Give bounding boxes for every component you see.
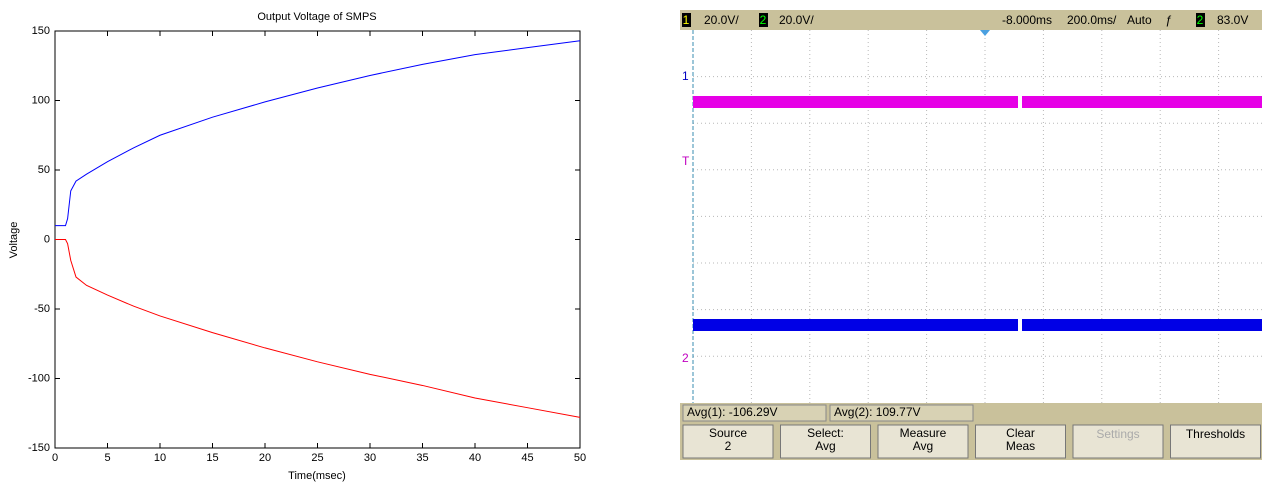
trigger-level: 83.0V (1217, 13, 1248, 27)
chart-title: Output Voltage of SMPS (257, 11, 376, 23)
softkey-label: Meas (1006, 439, 1035, 453)
ch2-trace (693, 319, 1262, 331)
ch2-label: 2 (760, 13, 767, 27)
y-tick-label: 150 (32, 25, 50, 37)
ch1-scale: 20.0V/ (704, 13, 739, 27)
y-tick-label: -50 (34, 303, 50, 315)
ch1-label: 1 (683, 13, 690, 27)
trigger-mode: Auto (1127, 13, 1152, 27)
x-tick-label: 10 (154, 452, 166, 464)
ch1-marker: 1 (682, 69, 689, 83)
x-tick-label: 30 (364, 452, 376, 464)
softkey-label: Select: (807, 426, 844, 440)
ch1-trace (693, 96, 1262, 108)
plot-frame (55, 31, 580, 448)
measurement: Avg(1): -106.29V (687, 405, 778, 419)
softkey-label: Source (709, 426, 747, 440)
y-tick-label: 50 (38, 164, 50, 176)
scope-screen (680, 30, 1262, 403)
oscilloscope: 1 20.0V/ 2 20.0V/ -8.000ms 200.0ms/ Auto… (680, 10, 1262, 460)
softkey-label: Thresholds (1186, 427, 1245, 441)
y-tick-label: 0 (44, 233, 50, 245)
x-tick-label: 50 (574, 452, 586, 464)
page: Output Voltage of SMPS Time(msec) Voltag… (0, 0, 1262, 483)
softkey-label: Clear (1006, 426, 1035, 440)
y-axis-label: Voltage (8, 222, 20, 259)
ch2-scale: 20.0V/ (779, 13, 814, 27)
x-tick-label: 45 (521, 452, 533, 464)
x-axis-label: Time(msec) (288, 470, 346, 482)
measurement: Avg(2): 109.77V (834, 405, 921, 419)
ch2-marker: 2 (682, 351, 689, 365)
x-tick-label: 35 (416, 452, 428, 464)
x-tick-label: 15 (206, 452, 218, 464)
x-tick-label: 25 (311, 452, 323, 464)
delay: -8.000ms (1002, 13, 1052, 27)
x-tick-label: 0 (52, 452, 58, 464)
softkey-label: Avg (815, 439, 835, 453)
x-tick-label: 40 (469, 452, 481, 464)
trigger-source: 2 (1197, 13, 1204, 27)
matlab-chart: Output Voltage of SMPS Time(msec) Voltag… (8, 11, 586, 482)
svg-text:ƒ: ƒ (1165, 13, 1172, 27)
softkey-label: 2 (725, 439, 732, 453)
y-tick-label: 100 (32, 94, 50, 106)
x-tick-label: 5 (104, 452, 110, 464)
y-tick-label: -150 (28, 442, 50, 454)
trigger-marker: T (682, 154, 690, 168)
x-tick-label: 20 (259, 452, 271, 464)
softkey-label: Settings (1096, 427, 1139, 441)
softkey-label: Avg (913, 439, 933, 453)
y-tick-label: -100 (28, 372, 50, 384)
softkey-label: Measure (900, 426, 947, 440)
timebase: 200.0ms/ (1067, 13, 1117, 27)
